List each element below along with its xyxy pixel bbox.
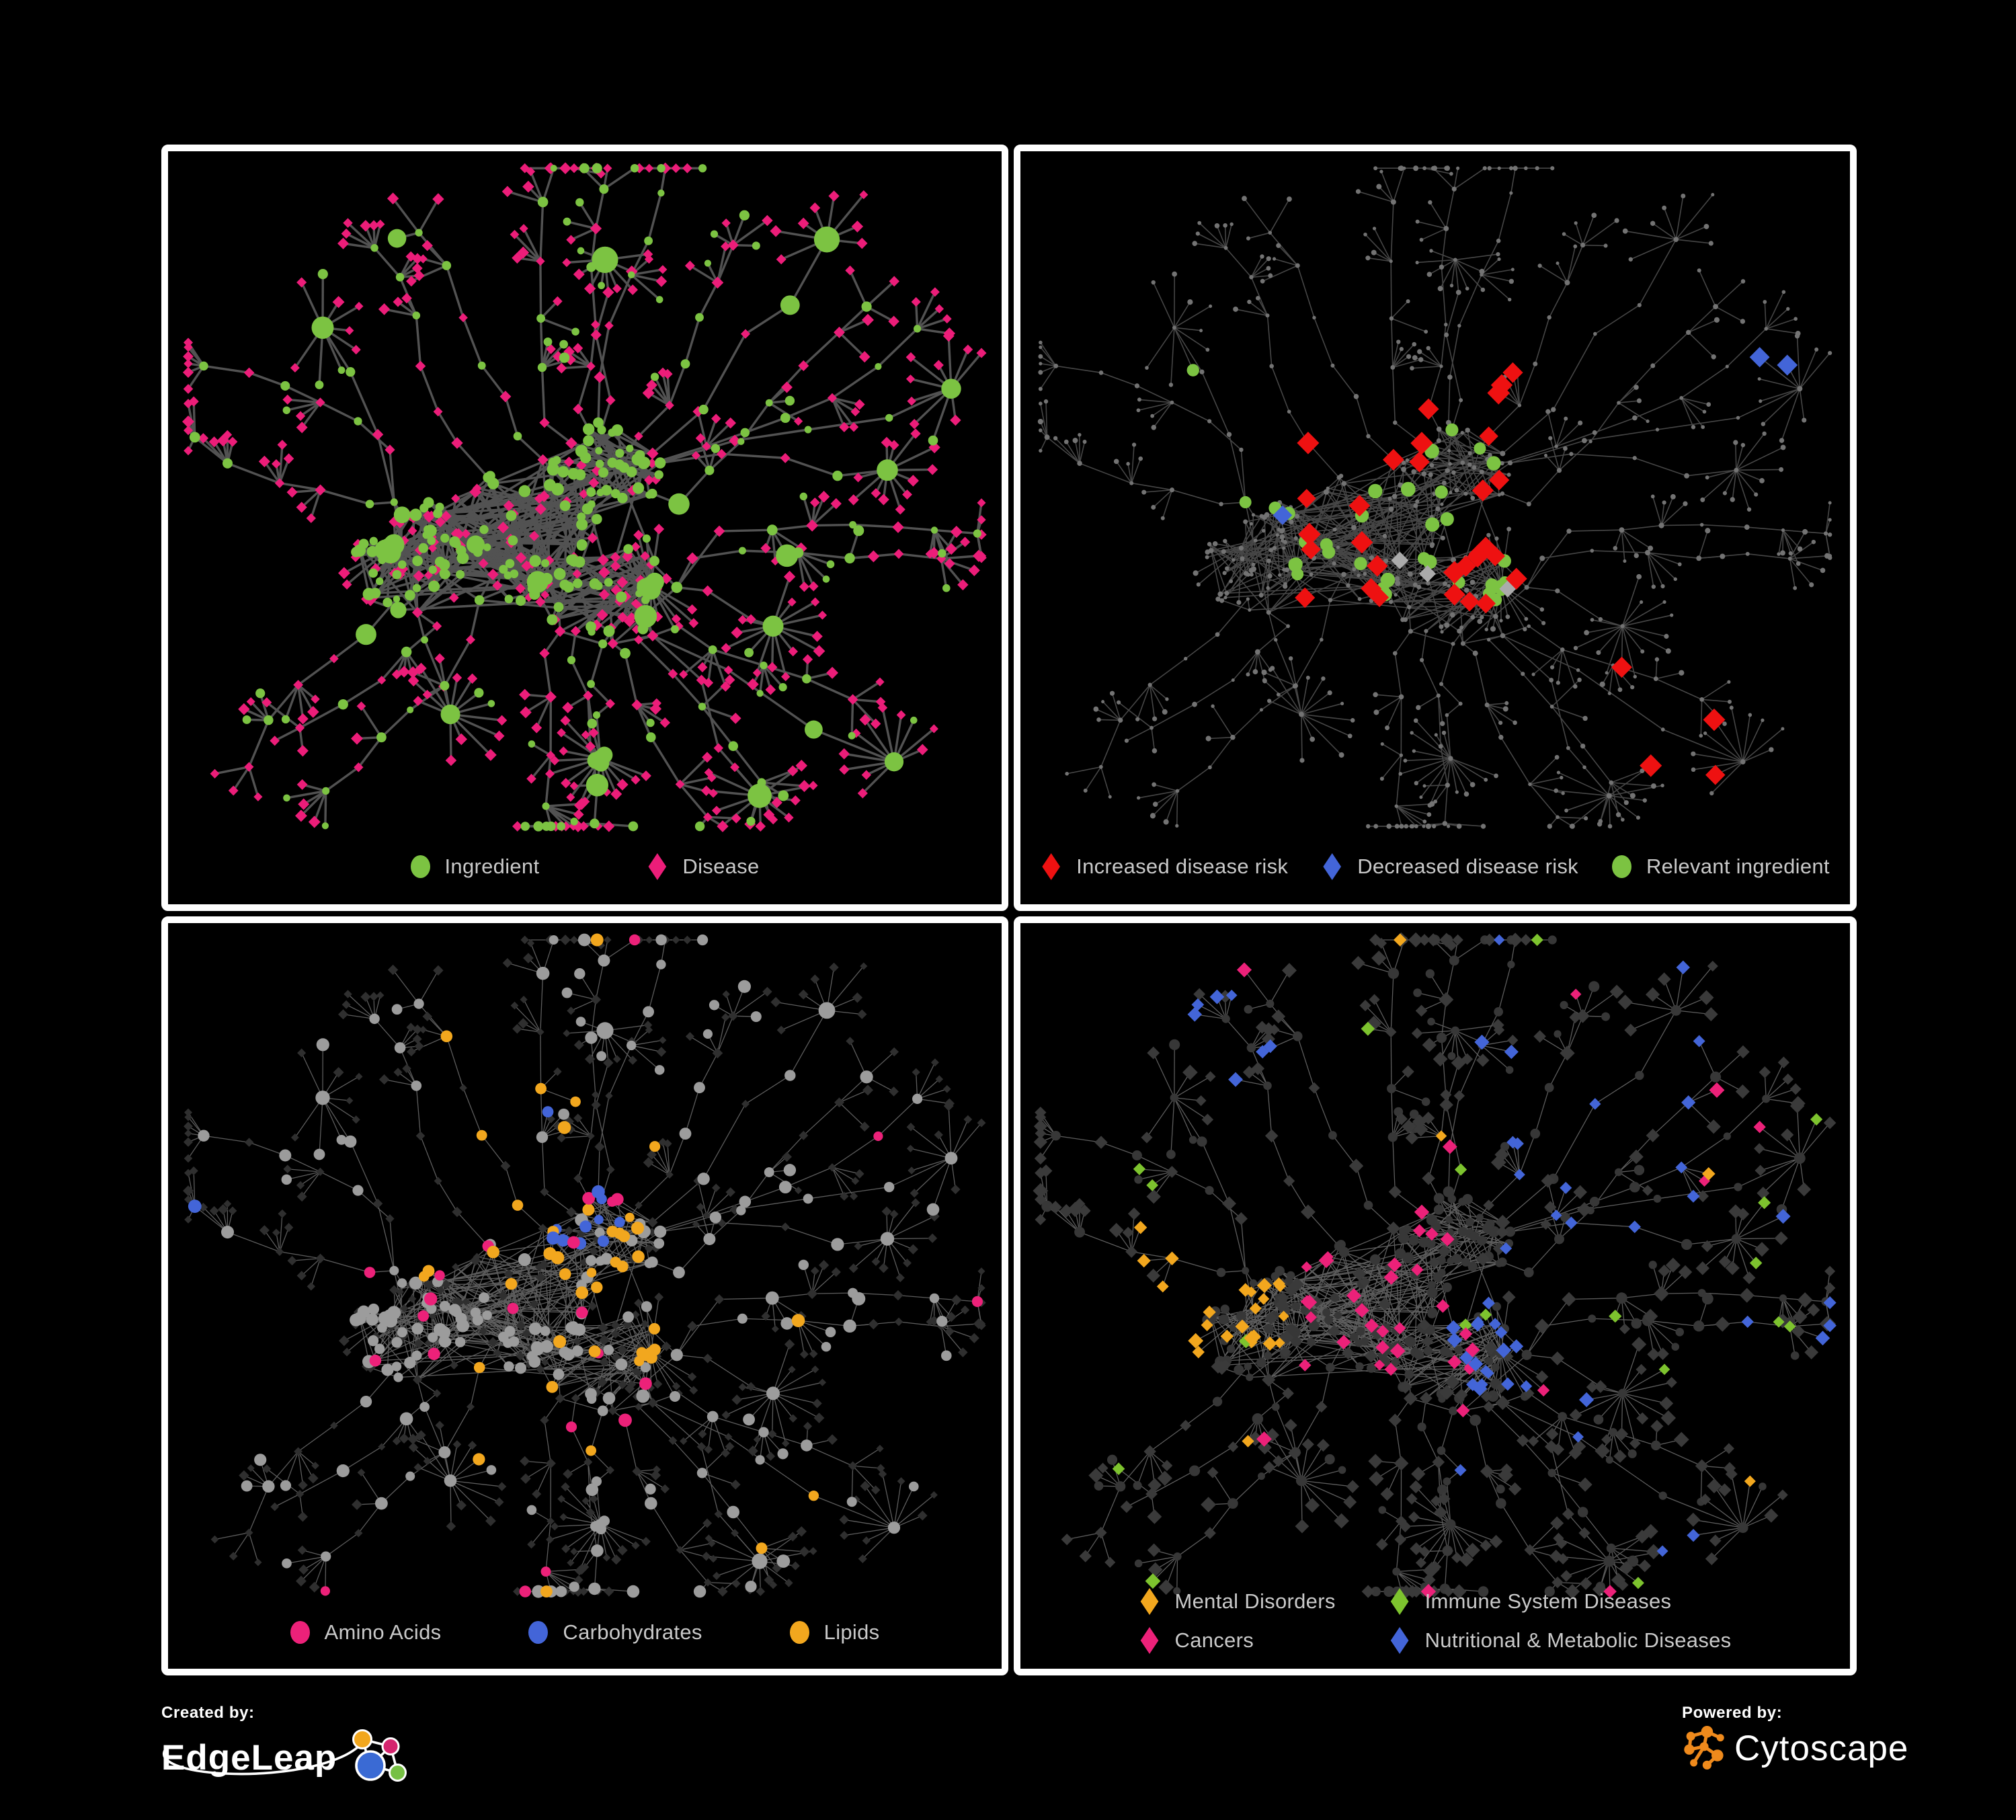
edgeleap-logo-icon (352, 1729, 407, 1782)
legend-item-decreased-risk: Decreased disease risk (1322, 853, 1578, 880)
lipids-circle-icon (789, 1621, 809, 1644)
legend-item-increased-risk: Increased disease risk (1041, 853, 1288, 880)
panel-ingredient-disease: Ingredient Disease (161, 145, 1008, 911)
legend-label: Lipids (823, 1620, 880, 1644)
legend-label: Immune System Diseases (1424, 1589, 1672, 1613)
disease-category-network-graph (1033, 932, 1837, 1599)
decreased-risk-diamond-icon (1323, 853, 1342, 880)
legend-ingredient-classes: Amino Acids Carbohydrates Lipids (168, 1620, 1002, 1645)
edgeleap-swoosh-icon (163, 1736, 367, 1776)
legend-label: Decreased disease risk (1357, 855, 1578, 878)
amino-acids-circle-icon (290, 1621, 310, 1644)
legend-item-lipids: Lipids (789, 1620, 880, 1645)
cytoscape-credit: Powered by: Cytoscape (1682, 1704, 1908, 1772)
ingredient-disease-network-graph (182, 162, 987, 832)
increased-risk-diamond-icon (1042, 853, 1060, 880)
panel-disease-categories: Mental Disorders Immune System Diseases … (1014, 916, 1857, 1675)
powered-by-label: Powered by: (1682, 1704, 1783, 1722)
relevant-ingredient-circle-icon (1612, 855, 1631, 878)
legend-ingredient-disease: Ingredient Disease (168, 853, 1002, 880)
legend-disease-categories: Mental Disorders Immune System Diseases … (1020, 1588, 1850, 1654)
ingredient-circle-icon (410, 855, 430, 878)
legend-item-amino-acids: Amino Acids (290, 1620, 442, 1645)
cytoscape-wordmark: Cytoscape (1734, 1728, 1909, 1768)
legend-label: Carbohydrates (563, 1620, 702, 1644)
legend-item-nutritional-metabolic-diseases: Nutritional & Metabolic Diseases (1389, 1627, 1732, 1654)
legend-item-carbohydrates: Carbohydrates (528, 1620, 702, 1645)
immune-system-diseases-diamond-icon (1390, 1588, 1409, 1615)
legend-label: Cancers (1174, 1628, 1254, 1652)
legend-item-relevant-ingredient: Relevant ingredient (1612, 855, 1830, 879)
legend-label: Amino Acids (324, 1620, 442, 1644)
panel-disease-risk: Increased disease risk Decreased disease… (1014, 145, 1857, 911)
created-by-label: Created by: (161, 1704, 255, 1722)
legend-item-cancers: Cancers (1139, 1627, 1336, 1654)
edgeleap-wordmark: EdgeLeap (161, 1737, 337, 1778)
carbohydrates-circle-icon (528, 1621, 549, 1644)
legend-label: Disease (682, 855, 760, 878)
legend-item-disease: Disease (647, 853, 759, 880)
disease-diamond-icon (648, 853, 667, 880)
disease-risk-network-graph (1037, 165, 1832, 829)
legend-item-immune-system-diseases: Immune System Diseases (1389, 1588, 1732, 1615)
panel-ingredient-classes: Amino Acids Carbohydrates Lipids (161, 916, 1008, 1675)
mental-disorders-diamond-icon (1140, 1588, 1159, 1615)
edgeleap-credit: Created by: EdgeLeap (161, 1704, 484, 1811)
legend-label: Increased disease risk (1076, 855, 1289, 878)
legend-disease-risk: Increased disease risk Decreased disease… (1020, 853, 1850, 880)
cytoscape-logo-icon (1684, 1726, 1724, 1770)
ingredient-class-network-graph (183, 933, 986, 1598)
legend-item-mental-disorders: Mental Disorders (1139, 1588, 1336, 1615)
cancers-diamond-icon (1140, 1627, 1159, 1654)
legend-label: Ingredient (444, 855, 540, 878)
nutritional-metabolic-diseases-diamond-icon (1390, 1627, 1409, 1654)
legend-label: Nutritional & Metabolic Diseases (1424, 1628, 1732, 1652)
legend-label: Mental Disorders (1174, 1589, 1336, 1613)
legend-item-ingredient: Ingredient (410, 855, 540, 879)
legend-label: Relevant ingredient (1646, 855, 1830, 878)
